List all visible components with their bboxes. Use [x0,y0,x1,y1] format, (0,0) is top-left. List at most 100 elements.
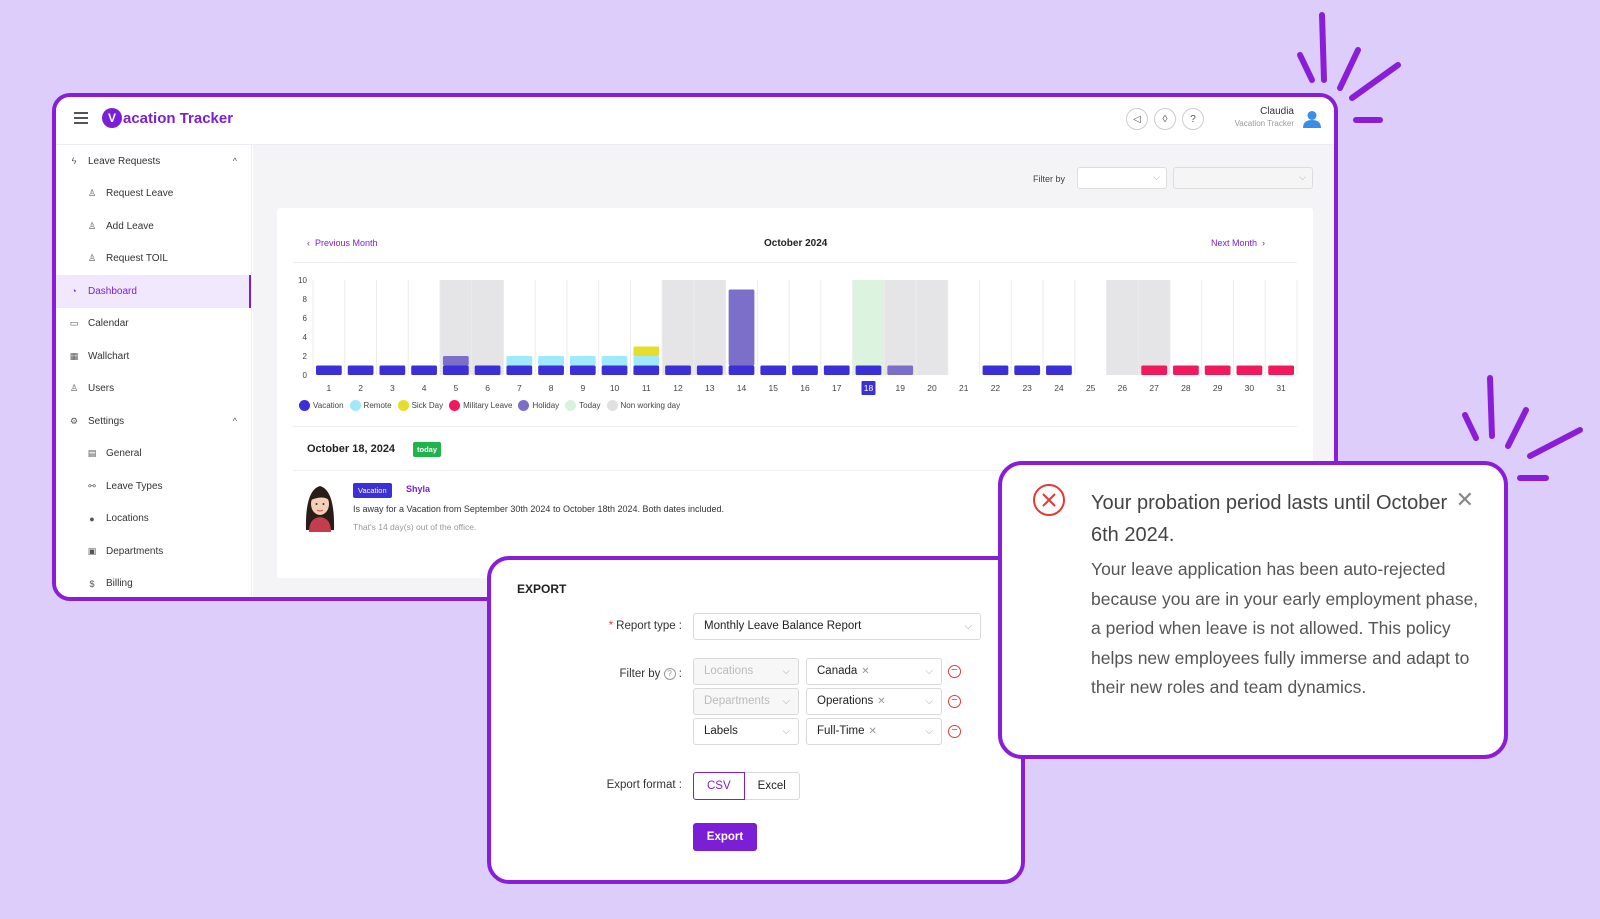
sidebar-item-label: Billing [106,578,133,590]
sidebar-item-label: Departments [106,545,164,557]
sidebar-item-dashboard[interactable]: ◔ Dashboard [56,275,251,308]
chevron-up-icon[interactable]: ^ [232,156,237,167]
export-dialog: EXPORT * Report type : Monthly Leave Bala… [487,556,1025,884]
filter-value-select[interactable]: Canada ✕ ⌵ [806,658,942,685]
alert-body: Your leave application has been auto-rej… [1091,559,1479,697]
export-button[interactable]: Export [693,823,757,851]
x-tick-label: 2 [358,383,363,393]
report-type-select[interactable]: Monthly Leave Balance Report ⌵ [693,613,981,640]
filter-field-select[interactable]: Labels ⌵ [693,718,799,745]
sidebar-item-billing[interactable]: $ Billing [56,568,251,598]
person-name[interactable]: Shyla [406,484,431,494]
legend-swatch [606,400,618,411]
remove-tag-icon[interactable]: ✕ [868,726,877,737]
x-tick-label: 3 [390,383,395,393]
menu-icon[interactable] [74,112,88,126]
x-tick-label: 31 [1276,383,1286,393]
legend-swatch [518,400,530,411]
table-icon: ▦ [69,350,79,361]
bar-vacation [792,365,818,375]
close-icon[interactable]: ✕ [1455,487,1474,512]
x-tick-label: 13 [705,383,715,393]
sidebar-item-general[interactable]: ▤ General [56,438,251,471]
legend-swatch [565,400,577,411]
remove-tag-icon[interactable]: ✕ [877,696,886,707]
remove-filter-icon[interactable]: − [948,725,961,738]
sidebar-item-departments[interactable]: ▣ Departments [56,535,251,568]
sidebar-item-users[interactable]: ♙ Users [56,373,251,406]
filter-value-select[interactable]: Operations ✕ ⌵ [806,688,942,715]
bar-vacation [347,365,374,375]
error-icon [1033,484,1065,516]
filter-value-select[interactable]: Full-Time ✕ ⌵ [806,718,942,745]
sidebar-item-request-leave[interactable]: ♙ Request Leave [56,178,251,211]
x-tick-label: 8 [549,383,554,393]
chevron-down-icon: ⌵ [782,666,790,677]
chevron-down-icon: ⌵ [1153,172,1160,182]
sidebar-item-wallchart[interactable]: ▦ Wallchart [56,340,251,373]
month-title: October 2024 [764,238,828,249]
sidebar-item-settings[interactable]: ⚙ Settings ^ [56,405,251,438]
bar-military-leave [1173,365,1199,375]
bar-vacation [569,365,596,375]
logo[interactable]: V acation Tracker [102,108,233,128]
next-month-link[interactable]: Next Month › [1211,238,1266,248]
y-tick-label: 4 [303,333,308,342]
previous-month-link[interactable]: ‹ Previous Month [307,238,378,248]
sidebar-item-locations[interactable]: ● Locations [56,503,251,536]
filter-field-value: Locations [704,665,754,677]
remove-filter-icon[interactable]: − [948,695,961,708]
leave-description: Is away for a Vacation from September 30… [353,504,725,514]
sidebar-item-request-toil[interactable]: ♙ Request TOIL [56,243,251,276]
sidebar-item-leave-requests[interactable]: ϟ Leave Requests ^ [56,145,251,178]
user-menu[interactable]: Claudia Vacation Tracker [1235,106,1294,128]
bar-remote [569,356,596,366]
sidebar-item-calendar[interactable]: ▭ Calendar [56,308,251,341]
legend-swatch [349,400,361,411]
help-icon[interactable]: ? [663,668,676,680]
today-bg [852,280,885,375]
filter-field-select[interactable]: Departments ⌵ [693,688,799,715]
export-format-label: Export format : [606,779,682,791]
remove-tag-icon[interactable]: ✕ [861,666,870,677]
gear-icon: ⚙ [69,415,79,426]
probation-alert: ✕ Your probation period lasts until Octo… [998,461,1508,759]
legend-item: Remote [349,400,392,411]
sidebar-item-add-leave[interactable]: ♙ Add Leave [56,210,251,243]
legend-swatch [397,400,409,411]
export-format-label-text: Export format [606,779,676,791]
bar-military-leave [1268,365,1294,375]
chevron-down-icon: ⌵ [925,696,933,707]
chevron-up-icon[interactable]: ^ [232,416,237,427]
report-type-label: * Report type : [608,620,682,632]
format-excel-button[interactable]: Excel [744,772,800,800]
billing-icon: $ [89,578,95,589]
legend-label: Sick Day [411,401,444,410]
filter-dropdown-2[interactable]: ⌵ [1173,167,1313,189]
filter-field-value: Labels [704,725,738,737]
filter-by-label-text: Filter by [619,668,661,680]
announcement-icon[interactable]: ◁ [1126,108,1148,130]
non-working-day-bg [884,280,917,375]
divider [293,426,1297,427]
format-csv-button[interactable]: CSV [693,772,745,800]
x-tick-label: 12 [673,383,683,393]
document-icon: ▤ [87,448,97,459]
filter-field-select[interactable]: Locations ⌵ [693,658,799,685]
alert-title: Your probation period lasts until Octobe… [1091,492,1448,546]
sidebar-item-label: Add Leave [106,220,154,232]
legend-label: Military Leave [463,401,513,410]
help-icon[interactable]: ? [1182,108,1204,130]
remove-filter-icon[interactable]: − [948,665,961,678]
sidebar-item-leave-types[interactable]: ⚯ Leave Types [56,470,251,503]
notification-icon[interactable]: ◊ [1154,108,1176,130]
user-avatar-icon[interactable] [1302,109,1322,129]
bell-icon: ♙ [87,253,97,264]
x-tick-label: 21 [959,383,969,393]
top-icons: ◁ ◊ ? [1126,108,1204,130]
filter-dropdown-1[interactable]: ⌵ [1077,167,1167,189]
bell-icon: ♙ [87,188,97,199]
x-tick-label: 11 [642,383,651,393]
y-tick-label: 10 [298,276,307,285]
